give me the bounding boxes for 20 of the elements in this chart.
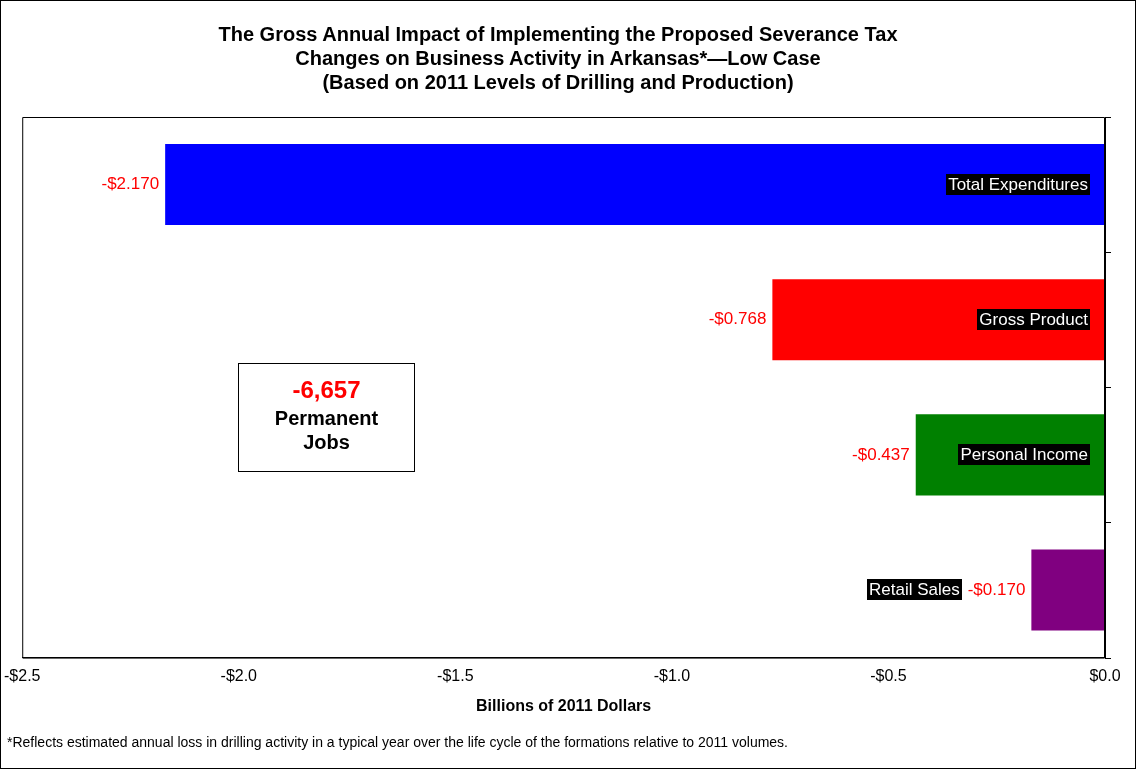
chart-subtitle: (Based on 2011 Levels of Drilling and Production) [322, 70, 794, 93]
x-tick-label: -$2.5 [4, 666, 41, 684]
x-axis-title: Billions of 2011 Dollars [476, 696, 652, 714]
y-tick-label: Gross Product [977, 308, 1090, 330]
x-tick-label: -$1.0 [653, 666, 691, 684]
data-label: -$2.170 [101, 174, 160, 194]
chart-title: The Gross Annual Impact of Implementing the Proposed Severance Tax Changes on Business Activity in Arkansas*—Low Case [218, 22, 898, 69]
y-tick-label: Retail Sales [867, 579, 962, 601]
x-tick-label: -$2.0 [220, 666, 258, 684]
x-tick-label: $0.0 [1089, 666, 1121, 684]
data-label: -$0.768 [708, 309, 767, 329]
text: *Reflects estimated annual loss in drilling activity in a typical year over the life cycle of the formations relative to 2011 volumes. [7, 734, 788, 750]
data-label: -$0.437 [852, 444, 910, 464]
data-label: -$0.170 [967, 579, 1026, 599]
y-tick-label: Total Expenditures [946, 173, 1090, 195]
annotation: Permanent Jobs [273, 406, 380, 454]
x-tick-label: -$0.5 [870, 666, 907, 684]
y-tick-label: Personal Income [958, 443, 1090, 465]
annotation: -6,657 [291, 376, 362, 404]
x-tick-label: -$1.5 [437, 666, 474, 684]
